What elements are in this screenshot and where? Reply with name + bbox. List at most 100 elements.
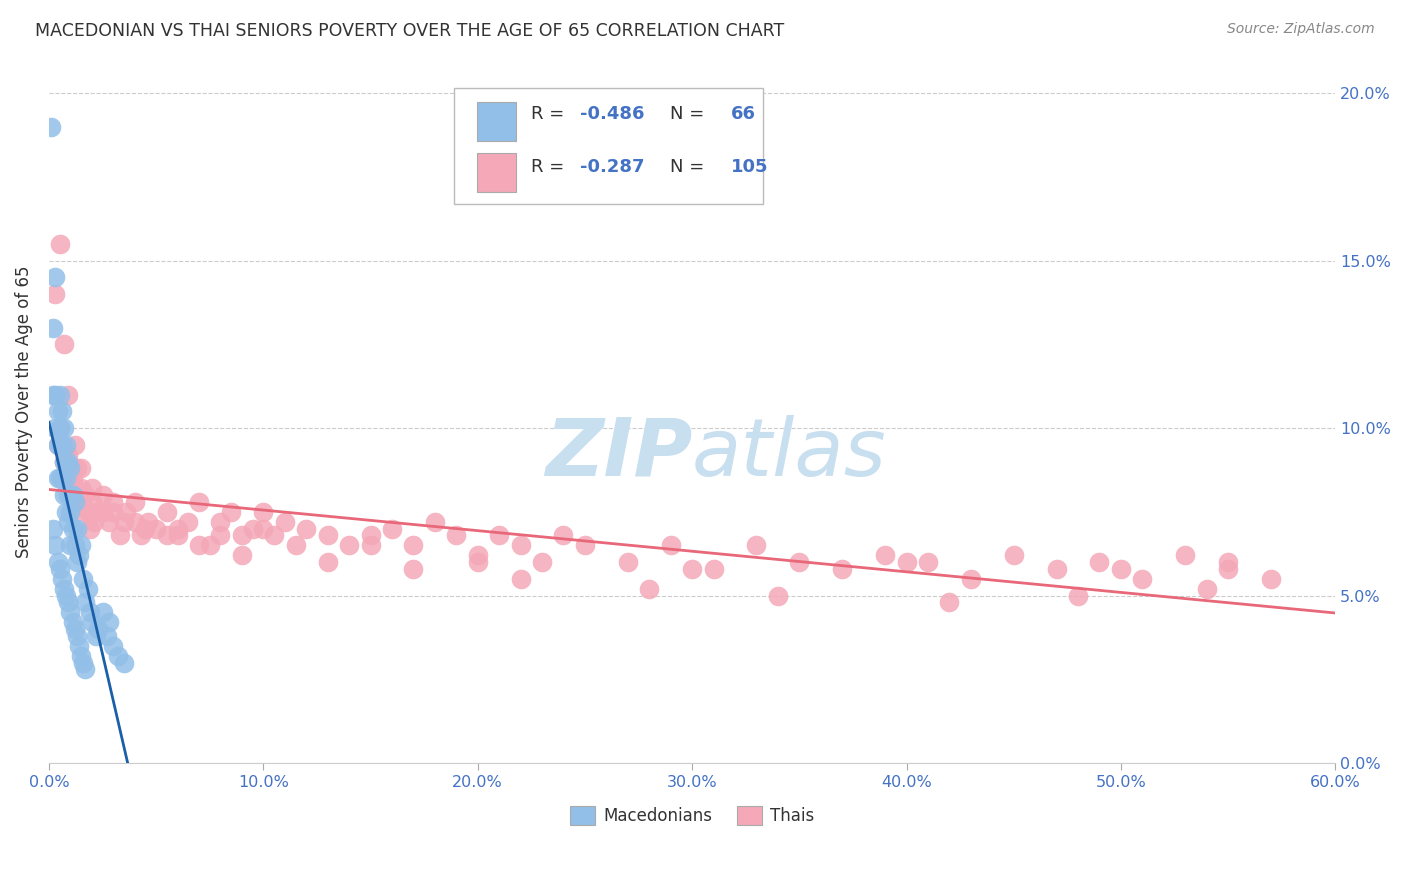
Point (66, 629, 89, 643)
Point (48, 438, 70, 452)
Point (58, 448, 80, 462)
Point (44, 387, 66, 401)
Point (488, 528, 510, 542)
Point (295, 522, 318, 536)
Point (659, 538, 682, 552)
Point (62, 471, 84, 485)
Point (959, 572, 981, 586)
Point (553, 528, 575, 542)
Point (58, 488, 80, 502)
Point (98, 615, 121, 630)
Point (48, 471, 70, 485)
Point (53, 421, 76, 435)
Point (219, 505, 242, 519)
Point (80, 615, 103, 630)
Y-axis label: Seniors Poverty Over the Age of 65: Seniors Poverty Over the Age of 65 (15, 265, 32, 558)
Point (79, 606, 101, 620)
Point (70, 538, 93, 552)
Point (938, 595, 960, 609)
Point (48, 387, 70, 401)
Text: -0.486: -0.486 (581, 105, 645, 123)
Point (745, 538, 768, 552)
Point (46, 555, 69, 569)
Point (42, 320, 65, 334)
Point (51, 438, 73, 452)
Point (46, 404, 69, 418)
Point (896, 555, 918, 569)
Point (1088, 555, 1111, 569)
Point (62, 615, 84, 630)
Point (66, 461, 89, 475)
Text: -0.287: -0.287 (581, 158, 645, 176)
Point (134, 522, 156, 536)
Point (48, 421, 70, 435)
Point (63, 622, 86, 636)
Point (55, 589, 77, 603)
Point (55, 471, 77, 485)
Point (252, 505, 274, 519)
Point (242, 522, 264, 536)
Point (166, 522, 188, 536)
Point (145, 522, 167, 536)
Point (96, 629, 118, 643)
Point (873, 549, 896, 563)
Point (62, 522, 84, 536)
Point (509, 538, 531, 552)
Point (67, 639, 90, 653)
Point (53, 488, 76, 502)
Point (467, 555, 489, 569)
Point (70, 648, 93, 663)
Point (51, 404, 73, 418)
Point (360, 538, 382, 552)
Point (766, 589, 789, 603)
Point (79, 522, 101, 536)
Point (136, 515, 159, 529)
Point (55, 438, 77, 452)
Point (59, 488, 82, 502)
Point (91, 505, 114, 519)
Point (55, 505, 77, 519)
Text: N =: N = (671, 105, 704, 123)
Point (1216, 562, 1239, 576)
Point (316, 528, 339, 542)
Point (103, 639, 125, 653)
Text: ZIP: ZIP (544, 415, 692, 492)
Point (156, 505, 179, 519)
Point (70, 482, 93, 496)
Point (446, 528, 468, 542)
Point (63, 495, 86, 509)
Point (1067, 589, 1090, 603)
Point (787, 555, 810, 569)
Point (44, 421, 66, 435)
FancyBboxPatch shape (454, 87, 763, 204)
Text: Source: ZipAtlas.com: Source: ZipAtlas.com (1227, 22, 1375, 37)
Point (67, 495, 90, 509)
Point (72, 505, 94, 519)
Point (51, 471, 73, 485)
Point (67, 549, 90, 563)
Point (166, 528, 188, 542)
Point (107, 648, 129, 663)
Point (209, 515, 232, 529)
Point (48, 421, 70, 435)
Point (831, 562, 853, 576)
Text: N =: N = (671, 158, 704, 176)
Point (58, 387, 80, 401)
Point (681, 562, 703, 576)
Point (80, 495, 103, 509)
Point (617, 555, 640, 569)
Point (1002, 549, 1025, 563)
Point (83, 515, 105, 529)
Point (1216, 555, 1239, 569)
Point (59, 471, 82, 485)
Point (66, 522, 89, 536)
Point (46, 438, 69, 452)
Point (381, 522, 404, 536)
Point (360, 528, 382, 542)
Point (198, 538, 221, 552)
Point (423, 515, 446, 529)
Point (70, 461, 93, 475)
Point (75, 662, 97, 676)
Point (188, 495, 211, 509)
Point (263, 528, 285, 542)
